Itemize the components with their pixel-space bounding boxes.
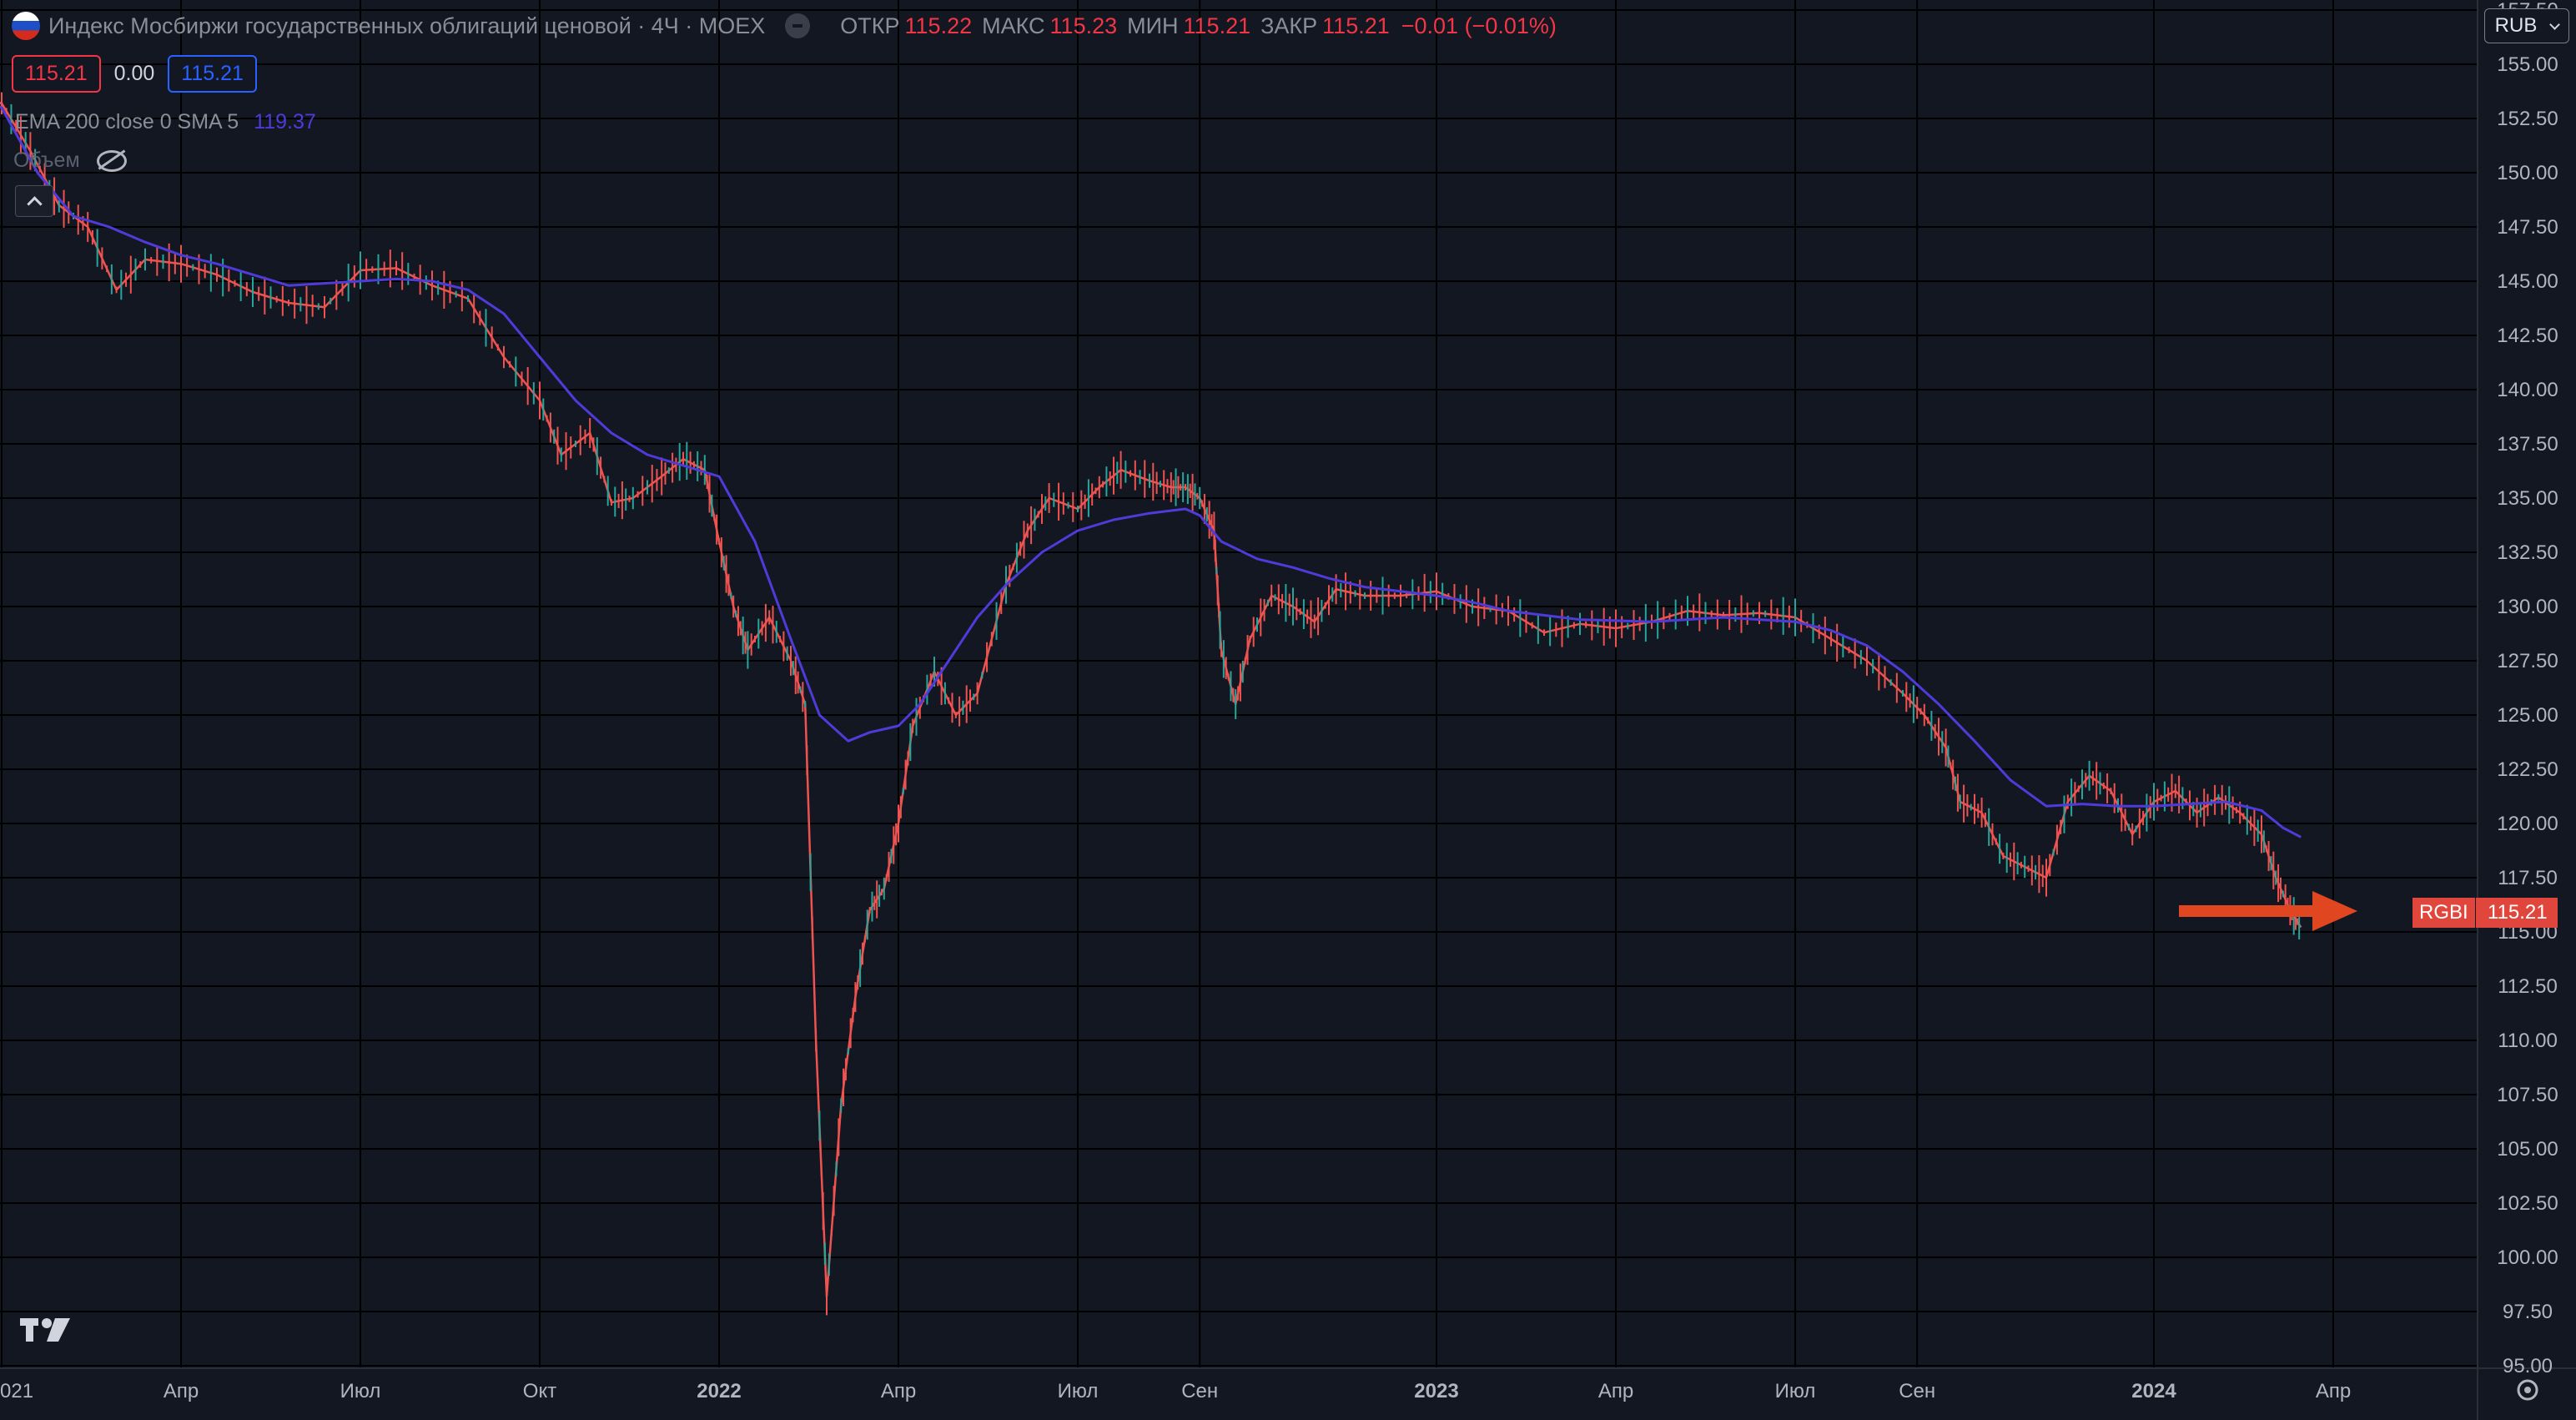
x-tick-label: Сен xyxy=(1899,1380,1935,1402)
y-tick-label: 152.50 xyxy=(2497,108,2558,130)
close-value: 115.21 xyxy=(1322,13,1390,38)
x-tick-label: 2024 xyxy=(2131,1380,2176,1402)
collapse-legend-button[interactable] xyxy=(15,185,53,217)
y-tick-label: 137.50 xyxy=(2497,433,2558,456)
y-tick-label: 132.50 xyxy=(2497,541,2558,564)
x-tick-label: 2023 xyxy=(1414,1380,1458,1402)
y-tick-label: 117.50 xyxy=(2498,867,2558,889)
symbol-badge: RGBI xyxy=(2412,898,2475,928)
arrow-annotation xyxy=(2179,891,2357,931)
low-label: МИН xyxy=(1127,13,1179,38)
x-tick-label: Июл xyxy=(1058,1380,1099,1402)
y-tick-label: 107.50 xyxy=(2497,1084,2558,1106)
y-tick-label: 110.00 xyxy=(2498,1030,2558,1052)
y-tick-label: 155.00 xyxy=(2497,53,2558,76)
y-tick-label: 100.00 xyxy=(2497,1246,2558,1269)
chart-header: Индекс Мосбиржи государственных облигаци… xyxy=(12,12,1557,40)
price-series-line xyxy=(0,102,2302,1298)
x-tick-label: Сен xyxy=(1181,1380,1218,1402)
buy-price-box[interactable]: 115.21 xyxy=(168,55,257,93)
tradingview-logo-icon[interactable] xyxy=(20,1318,70,1342)
sell-price-box[interactable]: 115.21 xyxy=(12,55,101,93)
x-tick-label: Окт xyxy=(523,1380,556,1402)
indicator-value: 119.37 xyxy=(254,110,316,133)
chevron-up-icon xyxy=(26,195,43,212)
y-tick-label: 102.50 xyxy=(2497,1192,2558,1215)
collapse-circle-icon[interactable] xyxy=(785,13,811,38)
x-tick-label: 021 xyxy=(0,1380,33,1402)
y-tick-label: 147.50 xyxy=(2497,216,2558,239)
change-value: −0.01 (−0.01%) xyxy=(1401,13,1557,38)
y-tick-label: 135.00 xyxy=(2497,487,2558,510)
x-tick-label: Апр xyxy=(2316,1380,2351,1402)
y-tick-label: 120.00 xyxy=(2497,813,2558,835)
x-axis: 021 Апр Июл Окт 2022 Апр Июл Сен 2023 Апр Июл Сен 20… xyxy=(0,1380,2351,1402)
y-tick-label: 142.50 xyxy=(2497,325,2558,347)
price-badge: 115.21 xyxy=(2476,898,2558,928)
x-tick-label: Июл xyxy=(340,1380,381,1402)
series-layer xyxy=(0,92,2302,1316)
currency-label: RUB xyxy=(2494,14,2538,37)
chevron-down-icon xyxy=(2549,19,2560,30)
arrow-shaft xyxy=(2179,905,2321,917)
chart-title[interactable]: Индекс Мосбиржи государственных облигаци… xyxy=(48,13,766,38)
high-value: 115.23 xyxy=(1049,13,1118,38)
eye-hidden-icon[interactable] xyxy=(96,149,127,172)
volume-label: Объем xyxy=(13,149,80,172)
x-tick-label: Апр xyxy=(164,1380,199,1402)
y-tick-label: 145.00 xyxy=(2497,270,2558,293)
volume-legend[interactable]: Объем xyxy=(13,149,127,173)
trade-boxes: 115.21 0.00 115.21 xyxy=(12,55,257,93)
y-axis: 157.50155.00152.50150.00147.50145.00142.… xyxy=(2497,0,2558,1377)
settings-gear-icon[interactable] xyxy=(2517,1379,2538,1401)
x-tick-label: Июл xyxy=(1775,1380,1816,1402)
y-tick-label: 112.50 xyxy=(2498,975,2558,998)
x-tick-label: 2022 xyxy=(697,1380,741,1402)
indicator-legend[interactable]: EMA 200 close 0 SMA 5 119.37 xyxy=(15,110,316,134)
y-tick-label: 127.50 xyxy=(2497,650,2558,672)
y-tick-label: 122.50 xyxy=(2497,758,2558,781)
indicator-label: EMA 200 close 0 SMA 5 xyxy=(15,110,239,133)
arrow-head xyxy=(2312,891,2357,931)
y-tick-label: 105.00 xyxy=(2497,1138,2558,1161)
high-label: МАКС xyxy=(982,13,1045,38)
y-tick-label: 140.00 xyxy=(2497,379,2558,401)
y-tick-label: 95.00 xyxy=(2503,1355,2553,1377)
low-value: 115.21 xyxy=(1183,13,1251,38)
russia-flag-icon xyxy=(12,12,40,40)
y-tick-label: 125.00 xyxy=(2497,704,2558,727)
x-tick-label: Апр xyxy=(1598,1380,1633,1402)
y-tick-label: 150.00 xyxy=(2497,162,2558,184)
y-tick-label: 97.50 xyxy=(2503,1301,2553,1323)
open-value: 115.22 xyxy=(904,13,973,38)
close-label: ЗАКР xyxy=(1260,13,1318,38)
x-tick-label: Апр xyxy=(881,1380,916,1402)
currency-dropdown[interactable]: RUB xyxy=(2483,8,2569,43)
spread-value: 0.00 xyxy=(113,62,155,85)
open-label: ОТКР xyxy=(840,13,900,38)
y-tick-label: 130.00 xyxy=(2497,596,2558,618)
ema-series-line xyxy=(0,105,2302,838)
